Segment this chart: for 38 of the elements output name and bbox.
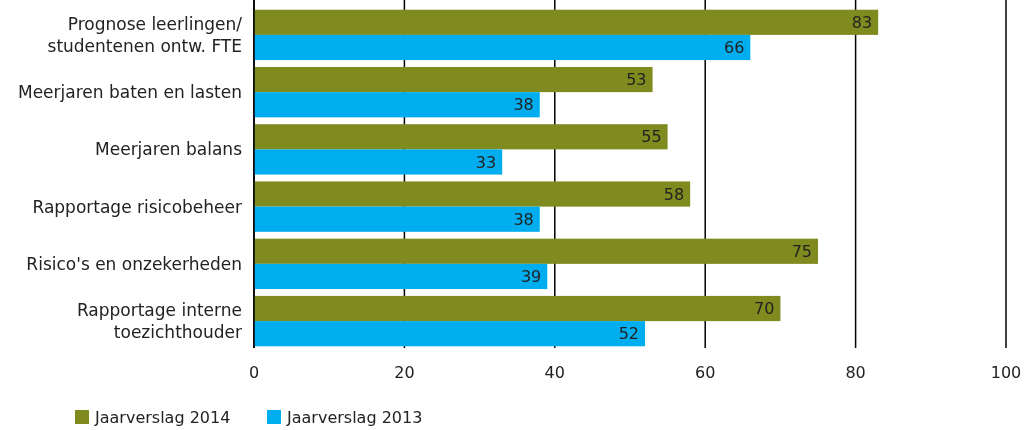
data-label: 52 [618,324,640,344]
data-label: 58 [663,184,685,204]
bar [254,263,548,290]
bar [254,321,646,347]
bar [254,206,540,232]
bar [254,181,691,207]
data-label: 83 [851,12,873,32]
y-tick-label: Meerjaren balans [95,139,243,160]
bar [254,92,540,118]
legend-label: Jaarverslag 2014 [94,407,231,427]
x-tick-label: 0 [248,363,260,382]
bar [254,149,503,175]
y-tick-label: Rapportage risicobeheer [32,196,242,217]
x-tick-label: 100 [990,363,1022,382]
data-label: 70 [754,299,775,319]
data-label: 38 [513,209,534,229]
x-tick-label: 40 [544,363,565,382]
data-label: 66 [723,38,745,58]
data-label: 39 [520,267,542,287]
bar [254,238,818,264]
data-label: 38 [513,95,534,115]
x-tick-label: 80 [845,363,866,382]
bar [254,295,781,322]
y-tick-label: Prognose leerlingen/ studentenen ontw. FTE [47,13,243,56]
y-tick-label: Rapportage interne toezichthouder [76,300,242,343]
x-tick-label: 20 [394,363,415,382]
y-tick-label: Risico's en onzekerheden [26,253,242,274]
legend-label: Jaarverslag 2013 [286,407,423,427]
y-tick-label: Meerjaren baten en lasten [17,82,242,103]
data-label: 75 [791,241,812,261]
data-label: 53 [626,70,647,90]
bar [254,66,653,93]
data-label: 55 [641,127,662,147]
bar [254,34,751,61]
x-tick-label: 60 [695,363,716,382]
data-label: 33 [475,152,497,172]
bar [254,9,879,35]
bar [254,124,668,150]
